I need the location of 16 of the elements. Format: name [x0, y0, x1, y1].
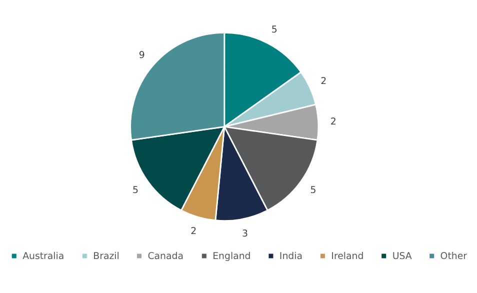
data-label: 2 [330, 116, 336, 128]
legend-label: USA [392, 250, 412, 262]
data-label: 2 [190, 226, 197, 238]
legend-label: Brazil [93, 250, 120, 262]
data-label: 2 [320, 76, 327, 88]
data-label: 3 [242, 228, 248, 240]
legend-label: Other [440, 250, 468, 262]
data-label: 5 [132, 184, 138, 196]
legend-label: India [279, 250, 302, 262]
data-label: 5 [310, 184, 316, 196]
legend-label: Ireland [331, 250, 364, 262]
legend-label: Australia [22, 250, 64, 262]
data-label: 5 [271, 24, 278, 36]
legend-label: England [212, 250, 251, 262]
legend-label: Canada [148, 250, 184, 262]
data-label: 9 [138, 50, 145, 62]
